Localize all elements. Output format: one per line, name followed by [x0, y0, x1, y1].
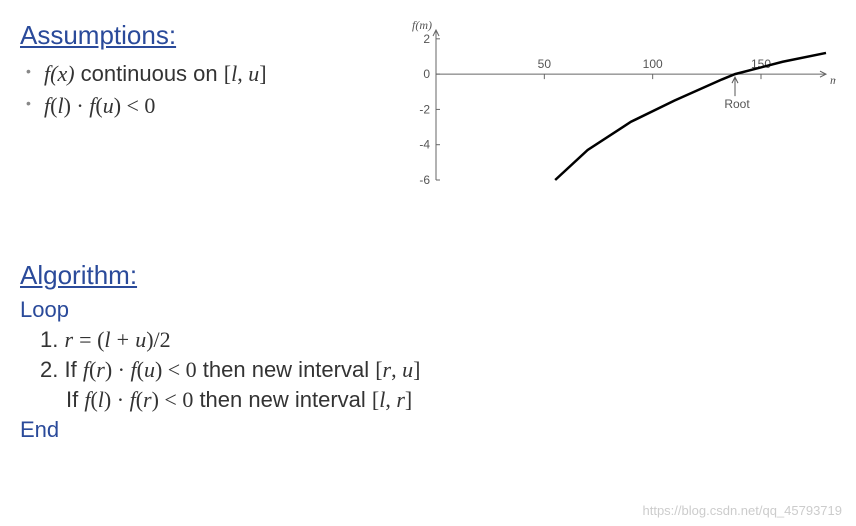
assump1-fx: f(x): [44, 61, 75, 86]
assumptions-heading: Assumptions:: [20, 20, 406, 51]
svg-text:0: 0: [423, 67, 430, 81]
svg-text:f(m): f(m): [412, 20, 432, 32]
algo-end: End: [20, 417, 836, 443]
assumption-1: f(x) continuous on [l, u]: [26, 61, 406, 87]
svg-text:100: 100: [643, 57, 663, 71]
algorithm-heading: Algorithm:: [20, 260, 836, 291]
assumption-2: f(l) · f(u) < 0: [26, 93, 406, 119]
svg-text:m: m: [830, 73, 836, 87]
assump1-interval: [l, u]: [224, 61, 267, 86]
step2-if: If: [64, 357, 82, 382]
algo-step2: 2. If f(r) · f(u) < 0 then new interval …: [20, 357, 836, 383]
svg-text:2: 2: [423, 32, 430, 46]
svg-text:-4: -4: [419, 138, 430, 152]
svg-text:-6: -6: [419, 173, 430, 187]
assumptions-list: f(x) continuous on [l, u] f(l) · f(u) < …: [20, 61, 406, 119]
algo-loop: Loop: [20, 297, 836, 323]
step2-num: 2.: [40, 357, 64, 382]
algo-step2b: If f(l) · f(r) < 0 then new interval [l,…: [20, 387, 836, 413]
step1-num: 1.: [40, 327, 64, 352]
svg-text:-2: -2: [419, 102, 430, 116]
algorithm-block: Loop 1. r = (l + u)/2 2. If f(r) · f(u) …: [20, 297, 836, 443]
assump1-text: continuous on: [75, 61, 224, 86]
algo-step1: 1. r = (l + u)/2: [20, 327, 836, 353]
svg-text:50: 50: [538, 57, 552, 71]
step2b-if: If: [66, 387, 84, 412]
root-chart: 20-2-4-650100150f(m)mRoot: [406, 20, 836, 200]
step2-then: then new interval: [197, 357, 376, 382]
step2b-then: then new interval: [193, 387, 372, 412]
watermark: https://blog.csdn.net/qq_45793719: [643, 503, 843, 518]
svg-text:Root: Root: [724, 97, 750, 111]
